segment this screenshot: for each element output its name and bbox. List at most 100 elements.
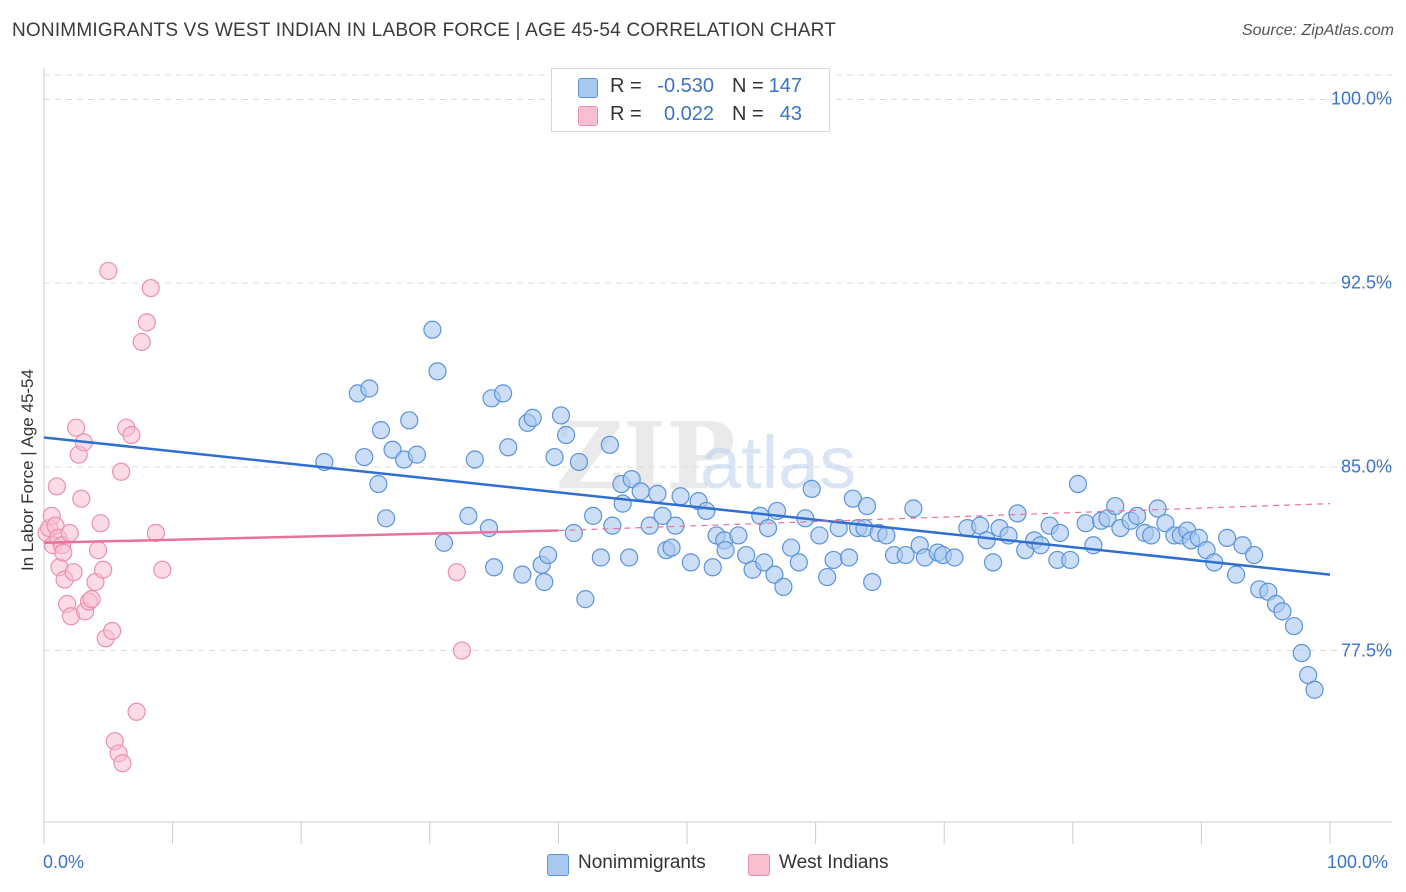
west-indians-point (67, 418, 86, 437)
nonimmigrants-point (789, 553, 808, 572)
nonimmigrants-point (1233, 536, 1252, 555)
nonimmigrants-point (371, 421, 391, 440)
nonimmigrants-point (640, 516, 659, 535)
nonimmigrants-point (631, 482, 650, 501)
nonimmigrants-point (465, 450, 484, 469)
nonimmigrants-point (591, 548, 610, 567)
west-indians-point (452, 641, 472, 660)
nonimmigrants-point (755, 553, 774, 572)
nonimmigrants-point (1127, 506, 1147, 525)
west-indians-point (146, 523, 165, 543)
nonimmigrants-point (535, 572, 554, 592)
axes (43, 68, 1392, 844)
nonimmigrants-point (782, 538, 801, 557)
nonimmigrants-point (1273, 602, 1292, 621)
nonimmigrants-point (983, 553, 1003, 572)
y-tick-label: 85.0% (1340, 456, 1392, 477)
nonimmigrants-point (877, 526, 896, 545)
nonimmigrants-point (355, 447, 374, 467)
nonimmigrants-point (383, 440, 402, 459)
bottom-legend-west-indians: West Indians (779, 852, 889, 873)
nonimmigrants-point (802, 479, 821, 499)
west-indians-trend-extension (558, 503, 1331, 532)
nonimmigrants-point (539, 545, 558, 565)
nonimmigrants-point (479, 518, 499, 538)
west-indians-point (137, 313, 156, 332)
west-indians-point (47, 477, 66, 496)
chart-title: NONIMMIGRANTS VS WEST INDIAN IN LABOR FO… (12, 20, 837, 41)
bottom-legend-nonimmigrants: Nonimmigrants (578, 852, 706, 873)
legend-n-label: N = (732, 103, 764, 125)
nonimmigrants-point (369, 474, 388, 494)
trend-lines (43, 436, 1331, 576)
nonimmigrants-point (729, 526, 748, 545)
nonimmigrants-point (1106, 496, 1125, 516)
nonimmigrants-point (653, 506, 672, 525)
nonimmigrants-point (620, 548, 639, 567)
nonimmigrants-point (551, 406, 571, 425)
west-indians-point (153, 560, 172, 579)
legend-row-west-indians: R = 0.022 N = 43 (552, 101, 829, 129)
west-indians-point (91, 514, 110, 533)
nonimmigrants-point (545, 447, 564, 467)
nonimmigrants-trend-line (43, 436, 1331, 576)
nonimmigrants-point (1284, 616, 1304, 636)
nonimmigrants-point (1050, 523, 1070, 543)
nonimmigrants-point (459, 506, 478, 525)
nonimmigrants-point (697, 501, 716, 521)
nonimmigrants-point (513, 565, 532, 584)
nonimmigrants-point (648, 484, 667, 503)
nonimmigrants-point (428, 362, 447, 381)
y-tick-label: 92.5% (1340, 272, 1392, 293)
west-indians-point (99, 261, 118, 281)
west-indians-point (94, 560, 113, 579)
legend-n-label: N = (732, 75, 764, 97)
nonimmigrants-point (839, 548, 859, 567)
nonimmigrants-point (499, 438, 518, 457)
nonimmigrants-point (576, 590, 595, 609)
nonimmigrants-point (703, 558, 722, 577)
west-indians-trend-line (43, 529, 559, 545)
nonimmigrants-point (603, 516, 622, 535)
west-indians-point (72, 489, 91, 508)
nonimmigrants-point (681, 553, 700, 572)
west-indians-point (132, 332, 151, 352)
nonimmigrants-point (824, 550, 843, 570)
nonimmigrants-point (1245, 545, 1264, 565)
west-indians-point (141, 278, 160, 298)
bottom-legend-swatch-pink (748, 854, 770, 876)
nonimmigrants-point (945, 548, 964, 567)
correlation-legend: R = -0.530 N = 147 R = 0.022 N = 43 (551, 68, 830, 132)
nonimmigrants-point (662, 538, 681, 557)
west-indians-point (447, 563, 466, 582)
nonimmigrants-points (315, 320, 1324, 699)
nonimmigrants-point (557, 425, 576, 445)
legend-r-label: R = (610, 103, 642, 125)
nonimmigrants-point (622, 470, 641, 489)
nonimmigrants-point (600, 435, 619, 454)
nonimmigrants-point (1076, 514, 1095, 533)
nonimmigrants-point (400, 411, 419, 430)
nonimmigrants-point (774, 577, 793, 596)
nonimmigrants-point (407, 445, 427, 464)
nonimmigrants-point (857, 496, 877, 516)
nonimmigrants-point (494, 384, 513, 403)
nonimmigrants-point (1292, 643, 1311, 663)
west-indians-point (122, 425, 141, 445)
nonimmigrants-point (1142, 526, 1161, 545)
nonimmigrants-point (485, 558, 504, 577)
nonimmigrants-point (423, 320, 442, 339)
nonimmigrants-point (904, 499, 923, 518)
nonimmigrants-point (1008, 504, 1027, 523)
legend-row-nonimmigrants: R = -0.530 N = 147 (552, 73, 829, 101)
nonimmigrants-point (569, 452, 589, 472)
legend-swatch-blue (578, 78, 598, 98)
nonimmigrants-point (1061, 550, 1080, 570)
legend-r-value: -0.530 (657, 75, 714, 97)
legend-n-value: 147 (768, 75, 802, 97)
nonimmigrants-point (843, 489, 862, 508)
x-tick-max: 100.0% (1327, 852, 1389, 872)
x-tick-min: 0.0% (43, 852, 85, 872)
legend-n-value: 43 (779, 103, 802, 125)
legend-r-label: R = (610, 75, 642, 97)
